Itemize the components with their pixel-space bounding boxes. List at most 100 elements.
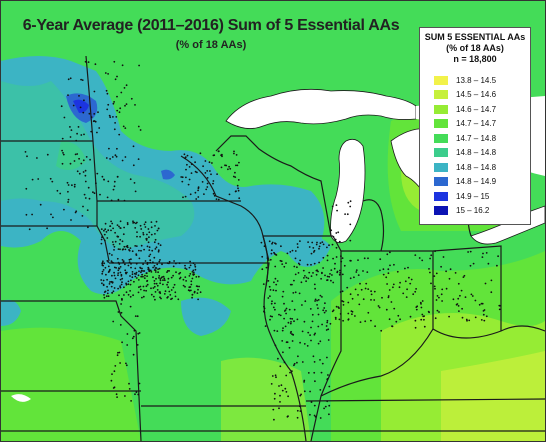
sample-dot (406, 288, 408, 291)
sample-dot (80, 78, 82, 81)
sample-dot (107, 295, 110, 298)
sample-dot (263, 307, 266, 310)
sample-dot (132, 220, 134, 223)
sample-dot (324, 274, 326, 277)
sample-dot (351, 310, 354, 313)
sample-dot (360, 288, 363, 291)
sample-dot (137, 125, 140, 128)
sample-dot (320, 277, 322, 280)
sample-dot (103, 296, 106, 299)
sample-dot (166, 296, 169, 299)
sample-dot (418, 257, 421, 259)
sample-dot (102, 269, 105, 271)
sample-dot (374, 325, 376, 328)
sample-dot (157, 250, 160, 253)
sample-dot (84, 180, 87, 183)
sample-dot (153, 241, 156, 244)
map-subtitle: (% of 18 AAs) (175, 39, 247, 51)
sample-dot (138, 257, 141, 260)
sample-dot (310, 339, 312, 342)
sample-dot (289, 317, 292, 320)
sample-dot (148, 231, 151, 234)
sample-dot (191, 296, 194, 299)
sample-dot (395, 320, 398, 323)
sample-dot (46, 153, 49, 156)
sample-dot (61, 162, 64, 165)
sample-dot (116, 354, 119, 357)
sample-dot (110, 220, 112, 223)
sample-dot (167, 281, 169, 284)
sample-dot (195, 198, 198, 200)
sample-dot (298, 292, 301, 295)
sample-dot (294, 291, 297, 294)
sample-dot (442, 256, 445, 258)
sample-dot (435, 272, 438, 275)
sample-dot (197, 189, 200, 192)
sample-dot (189, 193, 192, 196)
sample-dot (299, 259, 301, 262)
sample-dot (102, 264, 104, 267)
sample-dot (320, 371, 323, 374)
sample-dot (164, 290, 167, 293)
sample-dot (237, 189, 240, 192)
sample-dot (273, 281, 275, 284)
sample-dot (117, 248, 120, 251)
sample-dot (339, 313, 342, 315)
sample-dot (235, 154, 238, 156)
sample-dot (112, 290, 115, 293)
legend-item: 14.9 – 15 (420, 189, 530, 204)
sample-dot (282, 351, 284, 354)
sample-dot (106, 92, 109, 95)
sample-dot (137, 274, 140, 277)
sample-dot (349, 277, 352, 280)
sample-dot (80, 134, 83, 136)
sample-dot (286, 341, 289, 344)
sample-dot (113, 60, 116, 63)
sample-dot (109, 158, 111, 160)
sample-dot (137, 279, 140, 281)
sample-dot (140, 269, 143, 272)
sample-dot (192, 262, 195, 265)
sample-dot (152, 295, 155, 298)
sample-dot (210, 173, 212, 176)
sample-dot (302, 269, 305, 272)
sample-dot (335, 305, 338, 308)
sample-dot (299, 341, 301, 344)
sample-dot (328, 275, 331, 278)
sample-dot (440, 265, 442, 268)
sample-dot (158, 277, 160, 279)
sample-dot (75, 210, 78, 213)
sample-dot (461, 316, 464, 319)
sample-dot (331, 310, 334, 313)
sample-dot (472, 262, 475, 265)
sample-dot (149, 269, 151, 272)
sample-dot (146, 283, 149, 286)
sample-dot (287, 395, 289, 398)
sample-dot (113, 185, 116, 188)
sample-dot (181, 176, 184, 179)
sample-dot (274, 392, 276, 395)
sample-dot (134, 104, 136, 106)
sample-dot (192, 269, 195, 272)
sample-dot (119, 285, 121, 287)
sample-dot (150, 221, 153, 224)
sample-points (24, 60, 501, 421)
sample-dot (168, 260, 171, 263)
sample-dot (135, 277, 138, 279)
sample-dot (74, 153, 77, 156)
sample-dot (324, 302, 326, 305)
sample-dot (410, 278, 413, 281)
legend-label: 14.6 – 14.7 (456, 104, 497, 114)
sample-dot (335, 232, 338, 234)
sample-dot (190, 280, 193, 283)
sample-dot (370, 290, 372, 293)
sample-dot (152, 276, 154, 279)
sample-dot (326, 279, 328, 282)
legend-title: SUM 5 ESSENTIAL AAs (% of 18 AAs) n = 18… (420, 32, 530, 65)
sample-dot (326, 356, 328, 359)
sample-dot (148, 255, 151, 258)
sample-dot (310, 401, 313, 403)
sample-dot (423, 318, 425, 321)
sample-dot (296, 318, 299, 321)
sample-dot (322, 267, 324, 269)
